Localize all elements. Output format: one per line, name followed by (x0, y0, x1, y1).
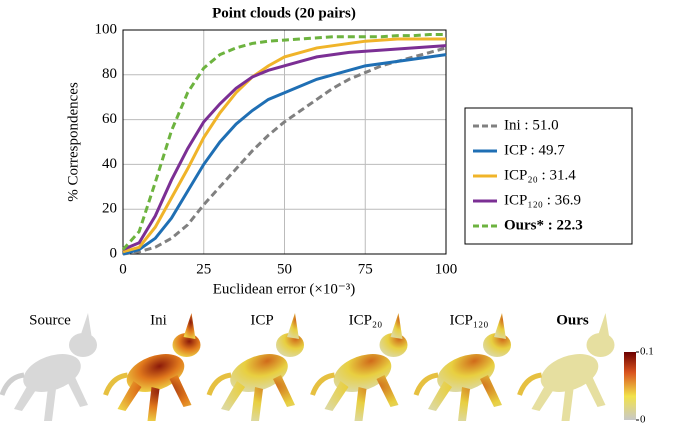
series-line (121, 32, 446, 251)
chart-title: Point clouds (20 pairs) (212, 5, 356, 21)
tail (206, 372, 232, 396)
render-label: Source (29, 312, 71, 328)
render-shape (310, 313, 408, 421)
tail (413, 372, 439, 396)
render-label: Ours (556, 312, 589, 328)
ear (183, 313, 196, 339)
head (483, 333, 511, 357)
head (69, 333, 97, 357)
body (540, 354, 599, 392)
legend-label: ICP : 49.7 (504, 142, 565, 158)
x-tick-label: 75 (358, 261, 373, 277)
legend-label: Ours* : 22.3 (504, 217, 583, 233)
ear (287, 313, 299, 339)
y-tick-label: 20 (102, 201, 117, 217)
y-tick-label: 0 (110, 245, 118, 261)
plot-area: 0 20 40 60 80 100 0 25 50 75 100 (95, 21, 458, 277)
body (23, 354, 81, 392)
render-label: Ini (150, 312, 167, 328)
x-tick-label: 0 (119, 261, 127, 277)
tail (310, 372, 335, 396)
x-tick-label: 100 (435, 261, 458, 277)
colorbar-label: 0 (640, 414, 646, 426)
y-axis-label: % Correspondences (65, 82, 81, 202)
renders: Source Ini ICP ICP₂₀ ICP₁₂₀ Ours 0 0.1 (0, 312, 654, 426)
series-line (122, 37, 446, 254)
tail (103, 372, 128, 396)
render-label: ICP₁₂₀ (449, 312, 488, 328)
colorbar (624, 352, 636, 420)
ear (597, 313, 610, 339)
y-tick-label: 60 (102, 111, 117, 127)
render-shape (0, 313, 97, 421)
render-shape (206, 313, 304, 421)
legs (117, 375, 192, 421)
render-label: ICP (250, 312, 273, 328)
y-tick-label: 80 (102, 66, 117, 82)
render-shape (413, 313, 511, 421)
body (437, 354, 495, 392)
y-tick-label: 40 (102, 156, 117, 172)
ear (80, 313, 92, 339)
colorbar-label: 0.1 (640, 346, 654, 358)
legend-label: ICP₂₀ : 31.4 (504, 167, 576, 183)
legs (324, 375, 399, 421)
series-line (122, 44, 447, 251)
x-tick-label: 25 (196, 261, 211, 277)
head (172, 333, 201, 357)
x-tick-label: 50 (277, 261, 292, 277)
body (230, 354, 288, 392)
y-tick-label: 100 (95, 21, 118, 37)
render-label: ICP₂₀ (349, 312, 383, 328)
render-shape (517, 313, 615, 421)
legend-label: Ini : 51.0 (504, 117, 559, 133)
ear (494, 313, 506, 339)
head (379, 333, 408, 357)
legs (531, 375, 606, 421)
plot-frame (122, 29, 447, 255)
legend: Ini : 51.0 ICP : 49.7 ICP₂₀ : 31.4 ICP₁₂₀ :… (473, 117, 583, 233)
head (586, 333, 615, 357)
legs (428, 375, 502, 421)
legend-label: ICP₁₂₀ : 36.9 (504, 192, 581, 208)
tail (0, 372, 25, 396)
series-line (122, 46, 447, 256)
x-axis-label: Euclidean error (×10⁻³) (213, 281, 355, 297)
body (333, 354, 392, 392)
body (126, 354, 185, 392)
ear (390, 313, 403, 339)
legs (14, 375, 88, 421)
legs (221, 375, 295, 421)
series-line (122, 53, 447, 256)
head (276, 333, 304, 357)
tail (517, 372, 542, 396)
render-shape (103, 313, 201, 421)
